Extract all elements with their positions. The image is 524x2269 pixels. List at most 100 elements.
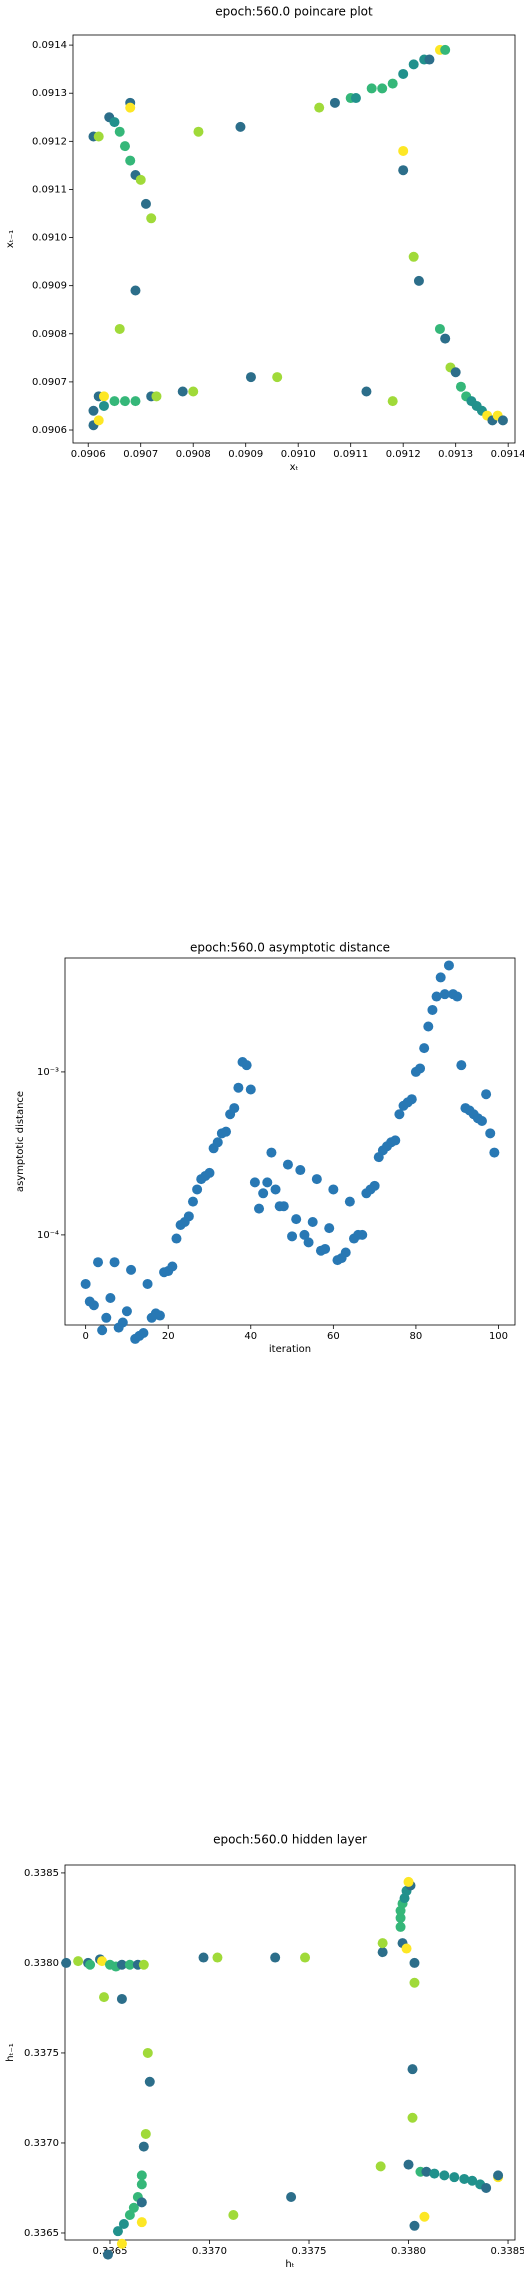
point: [125, 155, 136, 166]
point: [291, 1214, 302, 1225]
point: [440, 333, 451, 344]
point: [193, 126, 204, 137]
point: [387, 396, 398, 407]
point: [171, 1233, 182, 1244]
point: [424, 54, 435, 65]
point: [377, 1938, 388, 1949]
point: [419, 1043, 430, 1054]
point: [455, 381, 466, 392]
x-tick-label: 0.0910: [281, 449, 316, 460]
point: [136, 2197, 147, 2208]
point: [270, 1184, 281, 1195]
x-tick-label: 40: [244, 1331, 257, 1342]
point: [307, 1216, 318, 1227]
y-tick-label: 0.0912: [32, 136, 67, 147]
point: [311, 1174, 322, 1185]
point: [136, 2170, 147, 2181]
x-tick-label: 0.0907: [123, 449, 158, 460]
point: [398, 165, 409, 176]
point: [409, 2220, 420, 2231]
point: [456, 1060, 467, 1071]
point: [142, 2047, 153, 2058]
point: [124, 1959, 135, 1970]
x-tick-label: 0.0911: [333, 449, 368, 460]
point: [229, 1103, 240, 1114]
point: [258, 1188, 269, 1199]
point: [440, 44, 451, 55]
point: [130, 285, 141, 296]
point: [286, 2191, 297, 2202]
point: [146, 213, 157, 224]
point: [116, 2238, 127, 2249]
point: [357, 1229, 368, 1240]
y-tick-label: 0.3375: [24, 2048, 59, 2059]
point: [245, 1084, 256, 1095]
point: [278, 1201, 289, 1212]
point: [270, 1952, 281, 1963]
point: [375, 2161, 386, 2172]
chart-title: epoch:560.0 poincare plot: [215, 5, 373, 19]
point: [497, 415, 508, 426]
point: [394, 1109, 405, 1120]
y-tick-label: 0.0908: [32, 329, 67, 340]
y-tick-label: 0.0910: [32, 233, 67, 244]
point: [138, 1328, 149, 1339]
point: [119, 141, 130, 152]
point: [408, 251, 419, 262]
point: [406, 1094, 417, 1105]
x-tick-label: 0.0912: [386, 449, 421, 460]
point: [73, 1956, 84, 1967]
point: [119, 396, 130, 407]
chart-title: epoch:560.0 asymptotic distance: [190, 941, 390, 955]
point: [407, 2112, 418, 2123]
point: [413, 275, 424, 286]
point: [198, 1952, 209, 1963]
point: [154, 1310, 165, 1321]
point: [340, 1247, 351, 1258]
point: [369, 1180, 380, 1191]
point: [295, 1165, 306, 1176]
point: [366, 83, 377, 94]
point: [467, 2175, 478, 2186]
plot-frame: [64, 957, 516, 1326]
x-tick-label: 0.3385: [491, 2246, 524, 2257]
point: [136, 2179, 147, 2190]
point: [140, 198, 151, 209]
point: [118, 2218, 129, 2229]
y-tick-label: 0.0906: [32, 425, 67, 436]
point: [481, 2182, 492, 2193]
point: [450, 367, 461, 378]
point: [61, 1957, 72, 1968]
point: [167, 1261, 178, 1272]
point: [476, 1115, 487, 1126]
point: [245, 372, 256, 383]
point: [187, 1196, 198, 1207]
point: [423, 1021, 434, 1032]
point: [249, 1177, 260, 1188]
y-axis-label: xₜ₋₁: [5, 230, 16, 248]
point: [177, 386, 188, 397]
point: [324, 1223, 335, 1234]
y-tick-label: 0.0914: [32, 40, 67, 51]
point: [126, 1264, 137, 1275]
point: [204, 1167, 215, 1178]
point: [88, 1300, 99, 1311]
point: [98, 391, 109, 402]
point: [401, 1943, 412, 1954]
point: [320, 1243, 331, 1254]
point: [434, 323, 445, 334]
point: [377, 1947, 388, 1958]
chart-title: epoch:560.0 hidden layer: [213, 1833, 367, 1847]
point: [116, 1959, 127, 1970]
point: [212, 1137, 223, 1148]
x-tick-label: 0.0909: [228, 449, 263, 460]
plot-frame: [64, 1864, 516, 2241]
point: [419, 2211, 430, 2222]
x-tick-label: 0.3380: [391, 2246, 426, 2257]
point: [114, 323, 125, 334]
point: [407, 2064, 418, 2075]
point: [85, 1959, 96, 1970]
point: [151, 391, 162, 402]
point: [101, 1312, 112, 1323]
y-axis-label: asymptotic distance: [15, 1091, 26, 1192]
